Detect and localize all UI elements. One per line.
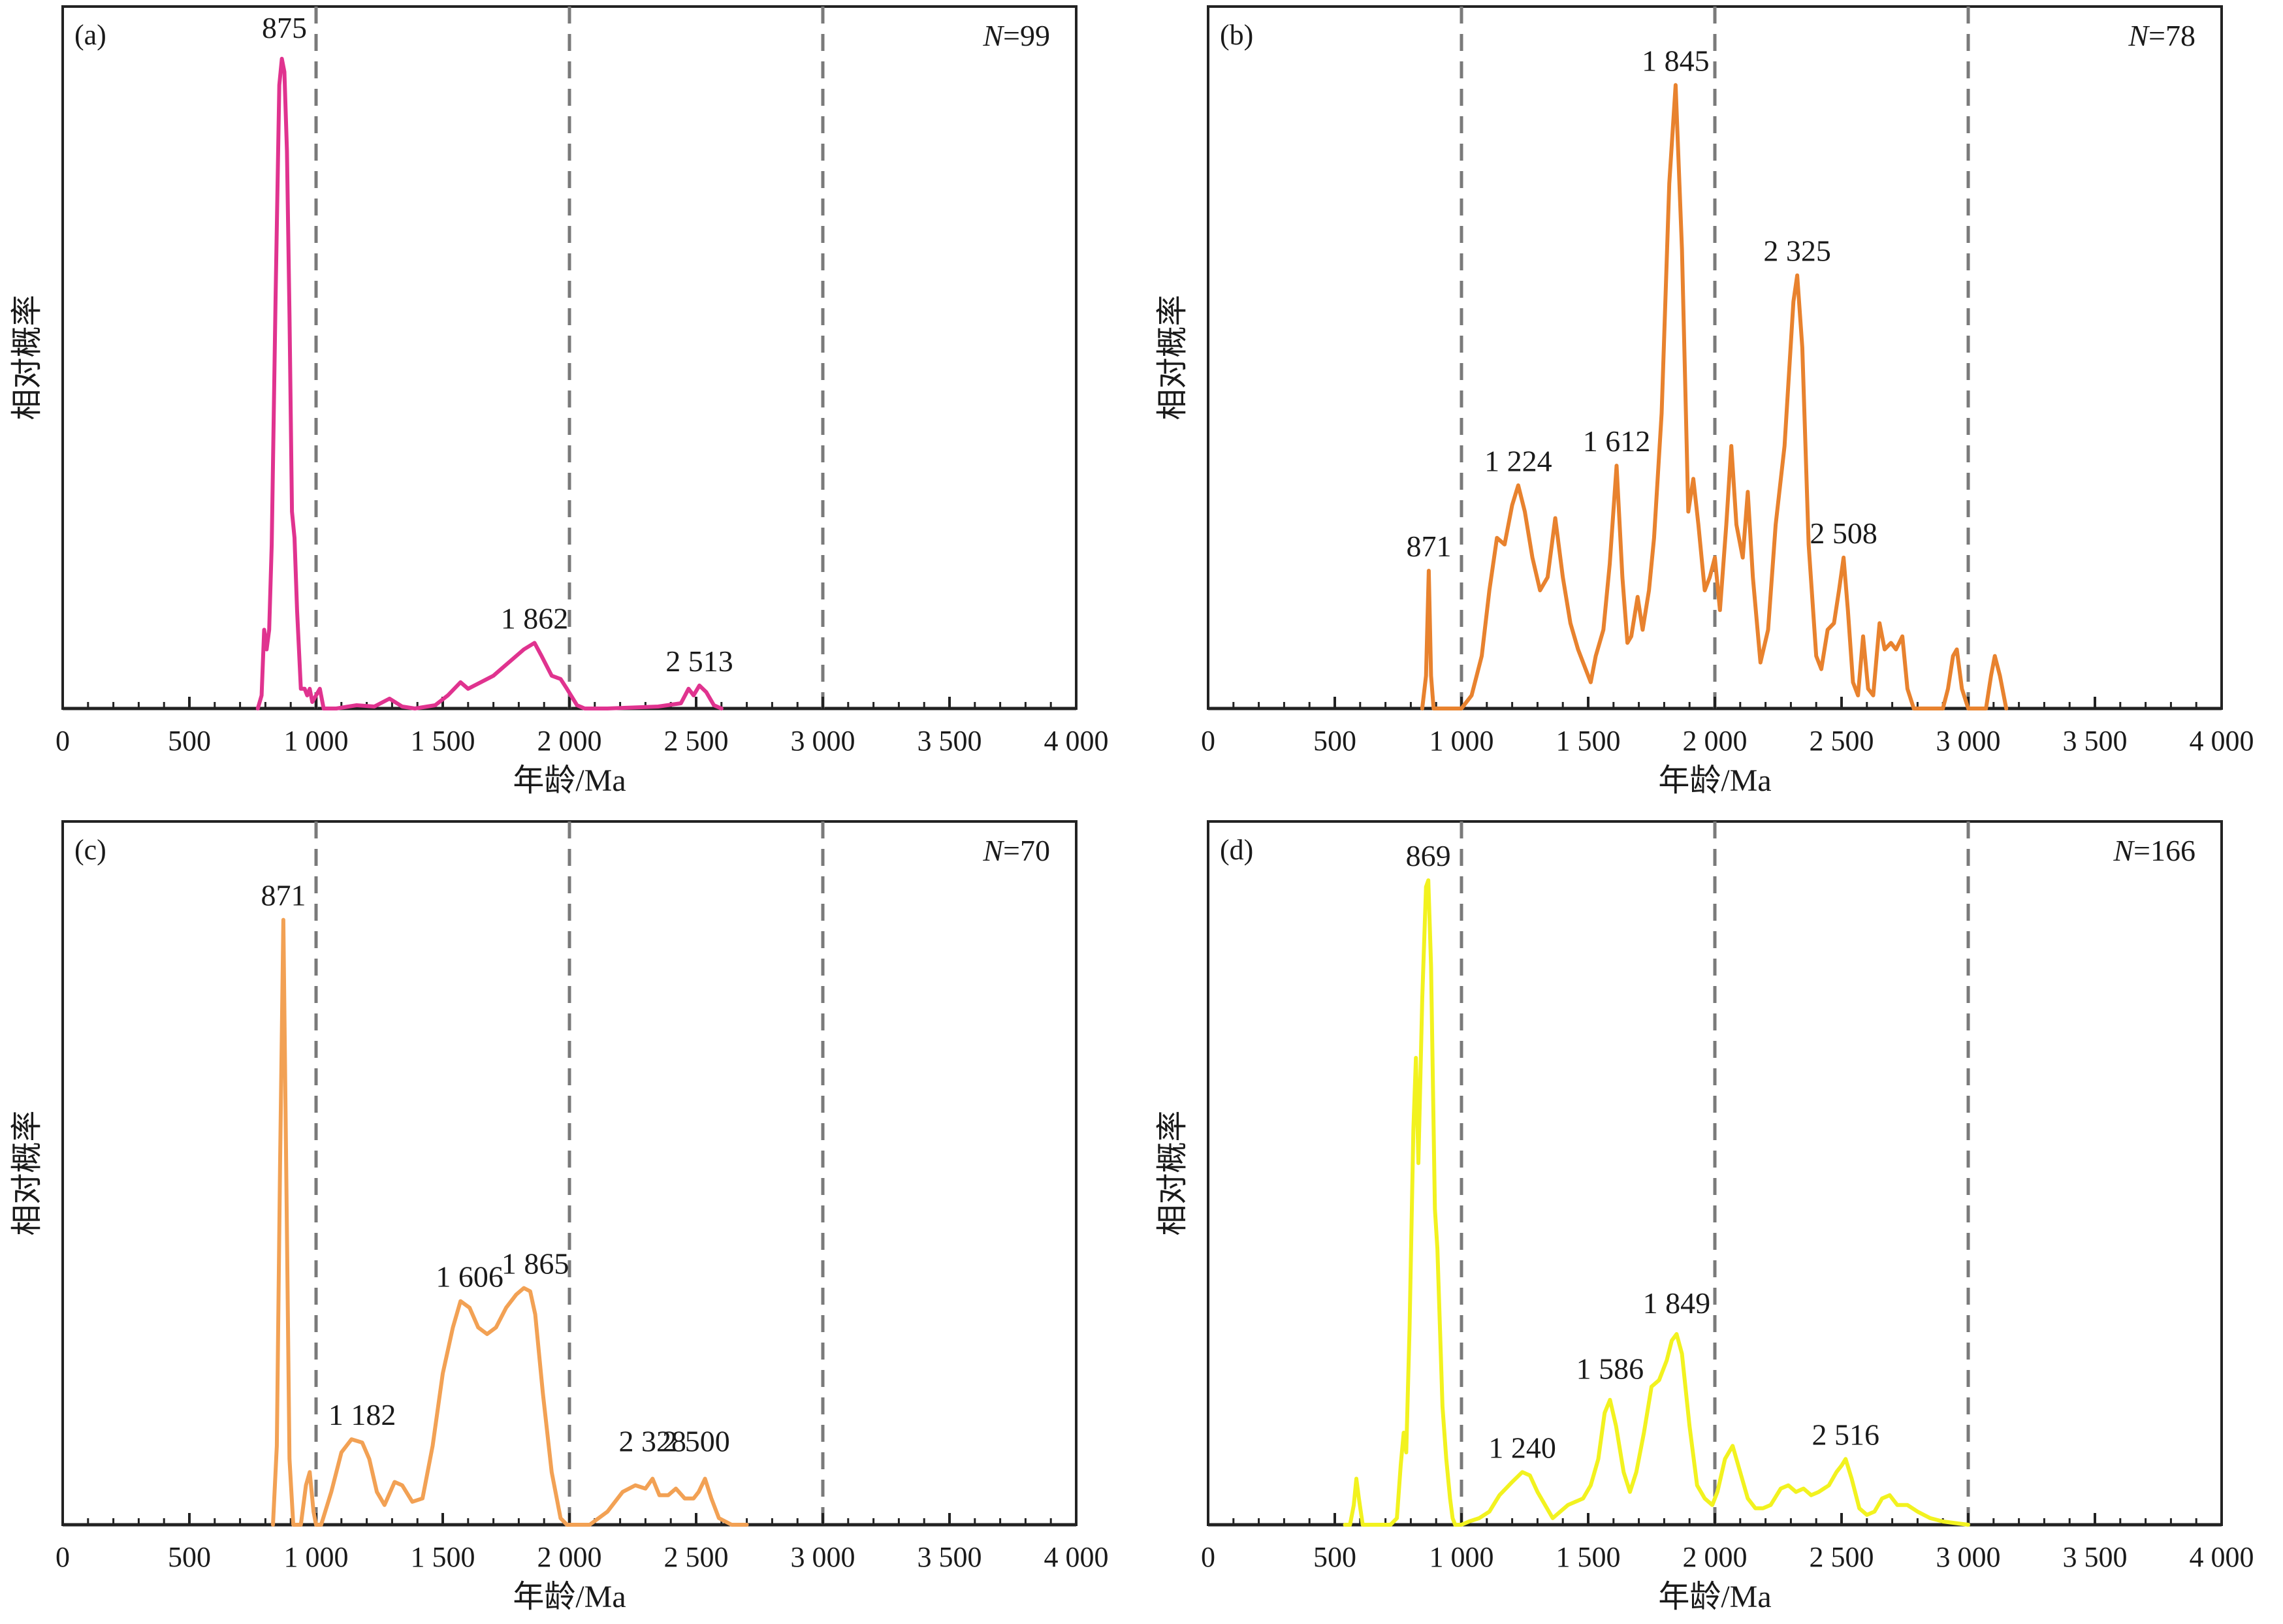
y-axis-title: 相对概率 [1155, 295, 1190, 420]
peak-label: 1 606 [436, 1260, 503, 1294]
peak-label: 875 [262, 11, 307, 44]
plot-frame [61, 5, 1078, 710]
peak-label: 1 240 [1488, 1431, 1556, 1464]
x-tick-label: 3 500 [2063, 725, 2128, 757]
x-axis-title: 年龄/Ma [513, 763, 626, 798]
y-axis-title: 相对概率 [1155, 1110, 1190, 1235]
y-axis-title: 相对概率 [10, 295, 44, 420]
peak-label: 1 612 [1583, 424, 1651, 458]
x-axis-title: 年龄/Ma [1658, 763, 1771, 798]
x-tick-label: 500 [1313, 1541, 1356, 1573]
x-tick-label: 1 500 [411, 725, 475, 757]
x-tick-label: 4 000 [1044, 1541, 1109, 1573]
panel-tag: (d) [1220, 834, 1253, 866]
peak-label: 1 182 [328, 1398, 396, 1431]
peak-label: 1 862 [501, 602, 569, 635]
panel-tag: (b) [1220, 19, 1253, 51]
y-axis-title: 相对概率 [10, 1110, 44, 1235]
peak-label: 1 586 [1576, 1352, 1644, 1386]
x-tick-label: 1 000 [284, 1541, 349, 1573]
peak-label: 871 [261, 879, 306, 912]
x-tick-label: 3 000 [1936, 725, 2001, 757]
peak-label: 869 [1406, 839, 1451, 872]
x-axis-title: 年龄/Ma [1658, 1580, 1771, 1614]
x-tick-label: 500 [168, 725, 211, 757]
peak-label: 2 516 [1812, 1418, 1879, 1451]
panel-c: 0 500 1 000 1 500 2 000 2 500 3 000 3 500 4 000 年… [10, 820, 1109, 1614]
x-tick-label: 4 000 [1044, 725, 1109, 757]
panel-tag: (a) [74, 19, 106, 51]
x-tick-label: 2 500 [664, 1541, 729, 1573]
x-tick-label: 1 000 [284, 725, 349, 757]
x-tick-label: 2 000 [537, 725, 602, 757]
x-tick-label: 4 000 [2190, 725, 2254, 757]
peak-label: 2 500 [662, 1424, 730, 1457]
sample-count-label: N=78 [2128, 19, 2195, 52]
x-tick-label: 3 500 [2063, 1541, 2128, 1573]
x-tick-label: 0 [56, 1541, 70, 1573]
peak-label: 1 849 [1643, 1286, 1711, 1320]
panel-b: 0 500 1 000 1 500 2 000 2 500 3 000 3 500 4 000 年… [1155, 5, 2254, 798]
x-tick-label: 4 000 [2190, 1541, 2254, 1573]
sample-count-label: N=70 [982, 834, 1050, 867]
x-tick-label: 1 000 [1429, 1541, 1494, 1573]
x-tick-label: 0 [56, 725, 70, 757]
panel-d: 0 500 1 000 1 500 2 000 2 500 3 000 3 500 4 000 年… [1155, 820, 2254, 1614]
x-axis-title: 年龄/Ma [513, 1580, 626, 1614]
x-tick-label: 0 [1201, 725, 1215, 757]
plot-frame [1207, 820, 2223, 1526]
x-tick-label: 0 [1201, 1541, 1215, 1573]
probability-curve [271, 917, 749, 1527]
sample-count-label: N=166 [2113, 834, 2195, 867]
probability-curve [255, 57, 724, 710]
x-tick-label: 2 500 [664, 725, 729, 757]
x-tick-label: 3 000 [791, 1541, 855, 1573]
x-tick-label: 2 000 [1683, 1541, 1748, 1573]
peak-label: 2 508 [1810, 517, 1877, 550]
peak-label: 2 328 [619, 1424, 687, 1457]
x-tick-label: 3 000 [1936, 1541, 2001, 1573]
panel-a: 0 500 1 000 1 500 2 000 2 500 3 000 3 500 4 000 年… [10, 5, 1109, 798]
peak-label: 871 [1406, 530, 1451, 563]
peak-label: 1 865 [502, 1247, 569, 1280]
x-tick-label: 2 500 [1810, 1541, 1874, 1573]
probability-curve [1343, 878, 1970, 1527]
x-tick-label: 2 000 [537, 1541, 602, 1573]
x-tick-label: 3 500 [918, 1541, 982, 1573]
plot-frame [61, 820, 1078, 1526]
x-tick-label: 3 500 [918, 725, 982, 757]
x-tick-label: 2 500 [1810, 725, 1874, 757]
x-tick-label: 2 000 [1683, 725, 1748, 757]
peak-label: 2 325 [1763, 234, 1831, 268]
peak-label: 1 845 [1642, 44, 1710, 77]
plot-frame [1207, 5, 2223, 710]
peak-label: 2 513 [665, 645, 733, 678]
x-tick-label: 1 000 [1429, 725, 1494, 757]
sample-count-label: N=99 [982, 19, 1050, 52]
x-tick-label: 1 500 [1556, 1541, 1621, 1573]
x-tick-label: 1 500 [411, 1541, 475, 1573]
x-tick-label: 3 000 [791, 725, 855, 757]
probability-curve [1420, 83, 2009, 710]
peak-label: 1 224 [1484, 444, 1552, 477]
x-tick-label: 500 [168, 1541, 211, 1573]
x-tick-label: 1 500 [1556, 725, 1621, 757]
panel-tag: (c) [74, 834, 106, 866]
x-tick-label: 500 [1313, 725, 1356, 757]
